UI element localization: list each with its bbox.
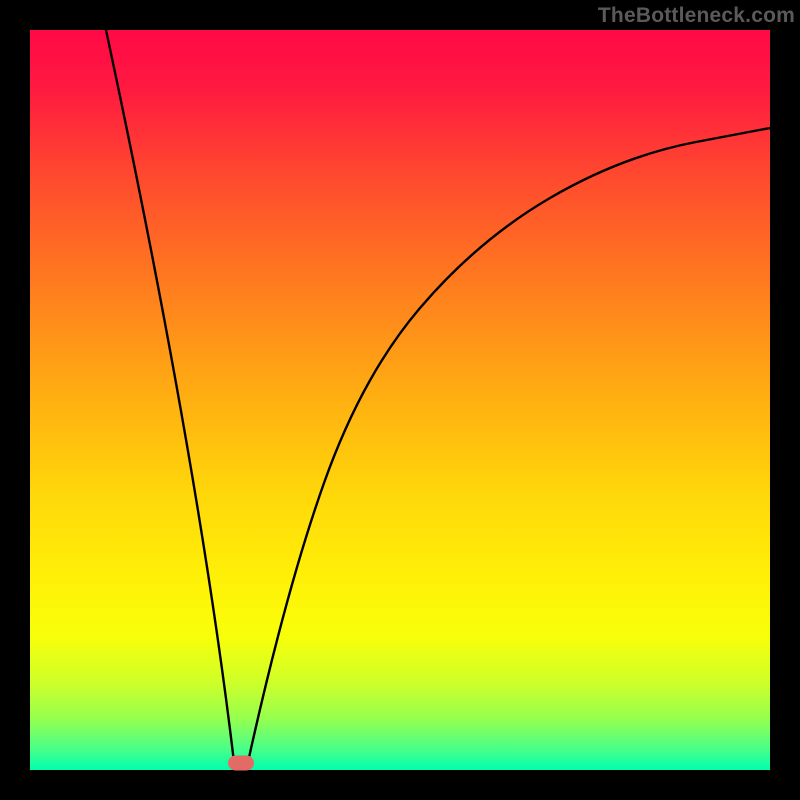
plot-background-gradient <box>30 30 770 770</box>
chart-frame: TheBottleneck.com <box>0 0 800 800</box>
watermark-text: TheBottleneck.com <box>598 4 795 28</box>
chart-svg <box>0 0 800 800</box>
optimum-marker <box>228 756 254 771</box>
